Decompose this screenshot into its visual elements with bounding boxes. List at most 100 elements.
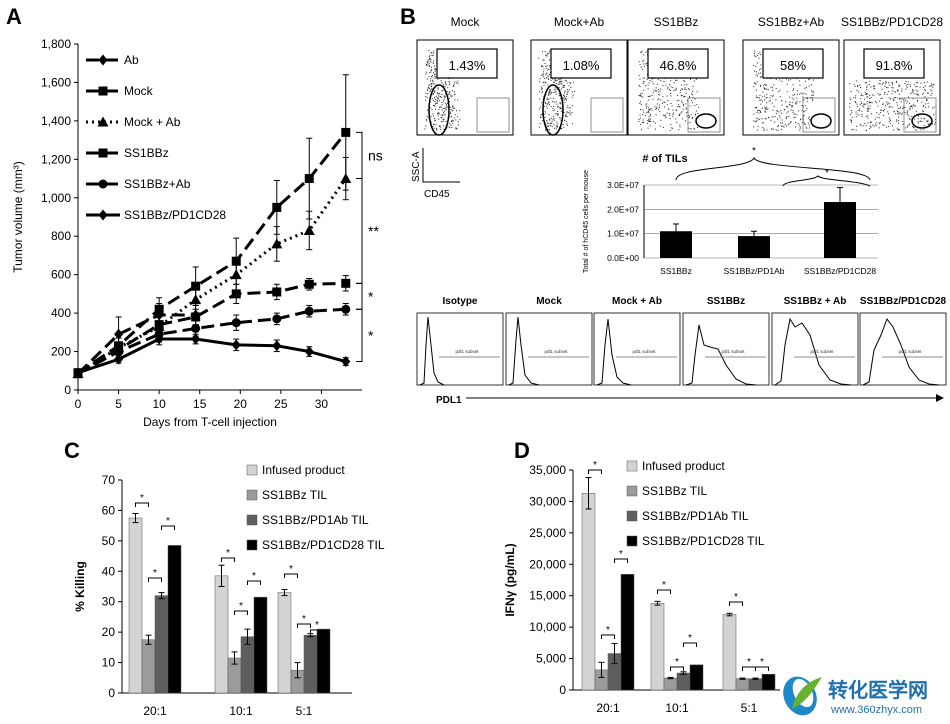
flow-event [549, 65, 551, 67]
flow-event [567, 111, 569, 113]
flow-event [896, 119, 898, 121]
flow-event [792, 84, 794, 86]
flow-event [921, 101, 923, 103]
flow-event [445, 120, 447, 122]
flow-event [686, 112, 688, 114]
flow-event [548, 101, 550, 103]
flow-event [808, 116, 810, 118]
flow-gate-small [687, 97, 721, 133]
flow-event [767, 116, 769, 118]
flow-event [754, 107, 756, 109]
flow-event [426, 119, 428, 121]
flow-event [649, 109, 651, 111]
significance-bracket [670, 666, 684, 671]
flow-event [857, 86, 859, 88]
flow-event [566, 123, 568, 125]
flow-event [869, 125, 871, 127]
flow-event [924, 85, 926, 87]
flow-event [558, 83, 560, 85]
flow-event [760, 76, 762, 78]
data-point [191, 323, 201, 333]
flow-event [876, 102, 878, 104]
flow-event [885, 81, 887, 83]
flow-event [542, 76, 544, 78]
flow-event [552, 107, 554, 109]
flow-event [861, 93, 863, 95]
legend-label: SS1BBz+Ab [124, 177, 191, 191]
flow-event [924, 103, 926, 105]
flow-event [858, 91, 860, 93]
watermark-url: www.360zhyx.com [830, 704, 922, 716]
flow-event [761, 118, 763, 120]
flow-event [648, 116, 650, 118]
flow-event [638, 121, 640, 123]
flow-event [661, 103, 663, 105]
flow-event [888, 82, 890, 84]
flow-event [638, 94, 640, 96]
flow-event [659, 90, 661, 92]
flow-event [649, 115, 651, 117]
bar [722, 614, 737, 691]
flow-event [654, 122, 656, 124]
flow-event [861, 114, 863, 116]
flow-event [908, 102, 910, 104]
flow-event [642, 121, 644, 123]
flow-event [425, 96, 427, 98]
pdl1-curve [774, 317, 852, 386]
flow-event [852, 128, 854, 130]
flow-event [652, 98, 654, 100]
flow-event [764, 95, 766, 97]
flow-event [563, 86, 565, 88]
significance-bracket [234, 610, 248, 615]
flow-event [811, 90, 813, 92]
flow-event [442, 100, 444, 102]
flow-event [545, 54, 547, 56]
flow-event [693, 127, 695, 129]
flow-event [930, 94, 932, 96]
significance-label: * [662, 580, 666, 591]
flow-event [688, 115, 690, 117]
flow-event [795, 103, 797, 105]
flow-axis-x-label: CD45 [424, 189, 450, 200]
flow-event [878, 127, 880, 129]
flow-event [864, 92, 866, 94]
flow-event [444, 114, 446, 116]
flow-event [568, 107, 570, 109]
flow-event [457, 121, 459, 123]
flow-event [896, 89, 898, 91]
flow-event [546, 124, 548, 126]
flow-event [792, 111, 794, 113]
flow-event [855, 102, 857, 104]
flow-event [849, 119, 851, 121]
flow-event [879, 94, 881, 96]
flow-event [664, 106, 666, 108]
flow-event [545, 73, 547, 75]
x-tick-label: 20:1 [143, 704, 167, 718]
flow-event [432, 62, 434, 64]
flow-event [757, 109, 759, 111]
flow-axis-y-label: SSC-A [411, 151, 422, 182]
flow-event [769, 100, 771, 102]
data-point [154, 320, 164, 330]
flow-event [543, 114, 545, 116]
flow-event [766, 93, 768, 95]
flow-event [456, 82, 458, 84]
flow-event [928, 106, 930, 108]
flow-event [781, 125, 783, 127]
flow-event [803, 92, 805, 94]
flow-plot: 46.8% [627, 39, 725, 136]
flow-event [780, 110, 782, 112]
flow-event [431, 74, 433, 76]
flow-event [448, 94, 450, 96]
flow-event [437, 115, 439, 117]
x-tick-label: 25 [274, 397, 288, 411]
flow-event [553, 105, 555, 107]
flow-event [791, 102, 793, 104]
flow-event [789, 96, 791, 98]
flow-event [785, 101, 787, 103]
flow-event [554, 87, 556, 89]
significance-bracket [135, 502, 149, 507]
flow-title: SS1BBz/PD1CD28 [841, 15, 943, 29]
flow-event [442, 111, 444, 113]
flow-event [447, 87, 449, 89]
